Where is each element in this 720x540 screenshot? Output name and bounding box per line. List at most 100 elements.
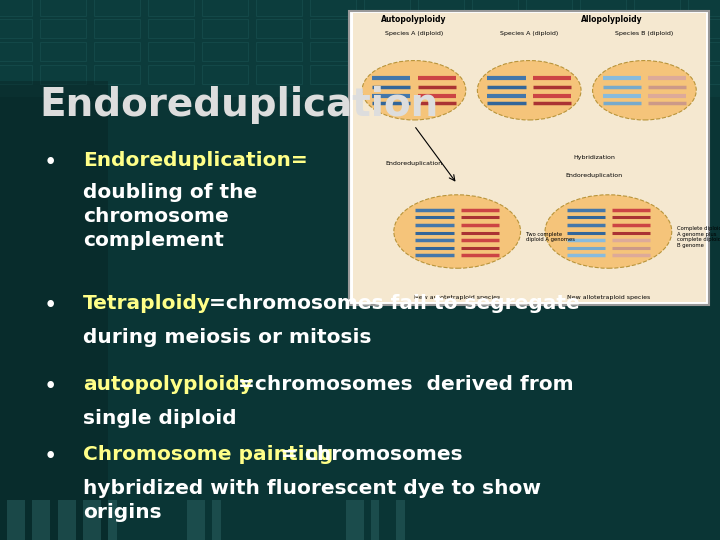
Bar <box>580 19 626 38</box>
Bar <box>472 42 518 61</box>
Bar <box>418 19 464 38</box>
Bar <box>634 42 680 61</box>
Ellipse shape <box>593 60 696 120</box>
Text: •: • <box>43 151 57 174</box>
Text: Chromosome painting: Chromosome painting <box>83 446 340 464</box>
Bar <box>148 42 194 61</box>
Bar <box>371 500 379 540</box>
Bar <box>526 0 572 16</box>
Text: Endoreduplication: Endoreduplication <box>385 161 443 166</box>
Text: Endoreduplication: Endoreduplication <box>565 173 623 178</box>
Text: single diploid: single diploid <box>83 409 236 428</box>
Bar <box>256 65 302 84</box>
Bar <box>202 0 248 16</box>
Bar <box>0 19 32 38</box>
Text: = chromosomes: = chromosomes <box>281 446 462 464</box>
Bar <box>580 65 626 84</box>
Text: Species B (diploid): Species B (diploid) <box>616 31 673 36</box>
Bar <box>634 19 680 38</box>
Bar <box>256 42 302 61</box>
Bar <box>94 42 140 61</box>
Bar <box>94 0 140 16</box>
Bar <box>349 11 709 305</box>
Bar <box>688 42 720 61</box>
Bar <box>346 500 364 540</box>
Text: •: • <box>43 375 57 399</box>
Bar <box>94 65 140 84</box>
Text: Hybridization: Hybridization <box>573 156 615 160</box>
Bar <box>418 42 464 61</box>
Text: Two complete
diploid A genomes: Two complete diploid A genomes <box>526 232 575 242</box>
Bar <box>108 500 117 540</box>
Bar <box>32 500 50 540</box>
Bar <box>83 500 101 540</box>
Ellipse shape <box>477 60 581 120</box>
Text: Species A (diploid): Species A (diploid) <box>385 31 443 36</box>
Bar <box>187 500 205 540</box>
Ellipse shape <box>362 60 466 120</box>
Text: hybridized with fluorescent dye to show
origins: hybridized with fluorescent dye to show … <box>83 479 541 522</box>
Bar <box>472 65 518 84</box>
Bar <box>256 19 302 38</box>
Bar <box>634 0 680 16</box>
Bar <box>634 65 680 84</box>
Bar <box>94 19 140 38</box>
Bar <box>7 500 25 540</box>
Bar <box>148 19 194 38</box>
Text: Complete diploid
A genome plus
complete diploid
B genome: Complete diploid A genome plus complete … <box>677 226 720 248</box>
Bar <box>148 0 194 16</box>
Bar <box>418 0 464 16</box>
Bar <box>256 0 302 16</box>
Bar <box>396 500 405 540</box>
Bar <box>310 0 356 16</box>
Bar <box>688 19 720 38</box>
Bar <box>364 19 410 38</box>
Text: •: • <box>43 294 57 318</box>
Bar <box>580 0 626 16</box>
Ellipse shape <box>394 195 521 268</box>
Bar <box>58 500 76 540</box>
Bar <box>0 65 32 84</box>
Bar <box>0 0 32 16</box>
Bar <box>202 65 248 84</box>
Text: Species A (diploid): Species A (diploid) <box>500 31 558 36</box>
Ellipse shape <box>545 195 672 268</box>
Bar <box>40 0 86 16</box>
Bar <box>40 65 86 84</box>
Bar <box>0 42 32 61</box>
Text: doubling of the
chromosome
complement: doubling of the chromosome complement <box>83 183 257 250</box>
Bar <box>148 65 194 84</box>
Text: Endoreduplication=: Endoreduplication= <box>83 151 307 170</box>
Bar <box>202 42 248 61</box>
Bar <box>688 0 720 16</box>
Bar <box>310 65 356 84</box>
Bar <box>364 65 410 84</box>
Text: autopolyploidy: autopolyploidy <box>83 375 253 394</box>
Bar <box>418 65 464 84</box>
Text: •: • <box>43 446 57 469</box>
Bar <box>212 500 221 540</box>
Text: =chromosomes  derived from: =chromosomes derived from <box>238 375 573 394</box>
Text: during meiosis or mitosis: during meiosis or mitosis <box>83 328 372 347</box>
Bar <box>688 65 720 84</box>
Text: Allopolyploidy: Allopolyploidy <box>581 15 643 24</box>
Bar <box>0 81 108 540</box>
Bar <box>364 42 410 61</box>
Text: New autotetraploid species: New autotetraploid species <box>414 295 500 300</box>
Bar <box>202 19 248 38</box>
Text: Tetraploidy: Tetraploidy <box>83 294 211 313</box>
Text: =chromosomes fail to segregate: =chromosomes fail to segregate <box>209 294 580 313</box>
Bar <box>580 42 626 61</box>
Bar <box>526 19 572 38</box>
Bar <box>526 65 572 84</box>
Bar <box>310 19 356 38</box>
Bar <box>40 19 86 38</box>
Bar <box>0 0 720 97</box>
Bar <box>40 42 86 61</box>
Text: Endoreduplication: Endoreduplication <box>40 86 439 124</box>
Bar <box>364 0 410 16</box>
Bar <box>310 42 356 61</box>
Bar <box>472 19 518 38</box>
Text: Autopolyploidy: Autopolyploidy <box>382 15 446 24</box>
Bar <box>472 0 518 16</box>
